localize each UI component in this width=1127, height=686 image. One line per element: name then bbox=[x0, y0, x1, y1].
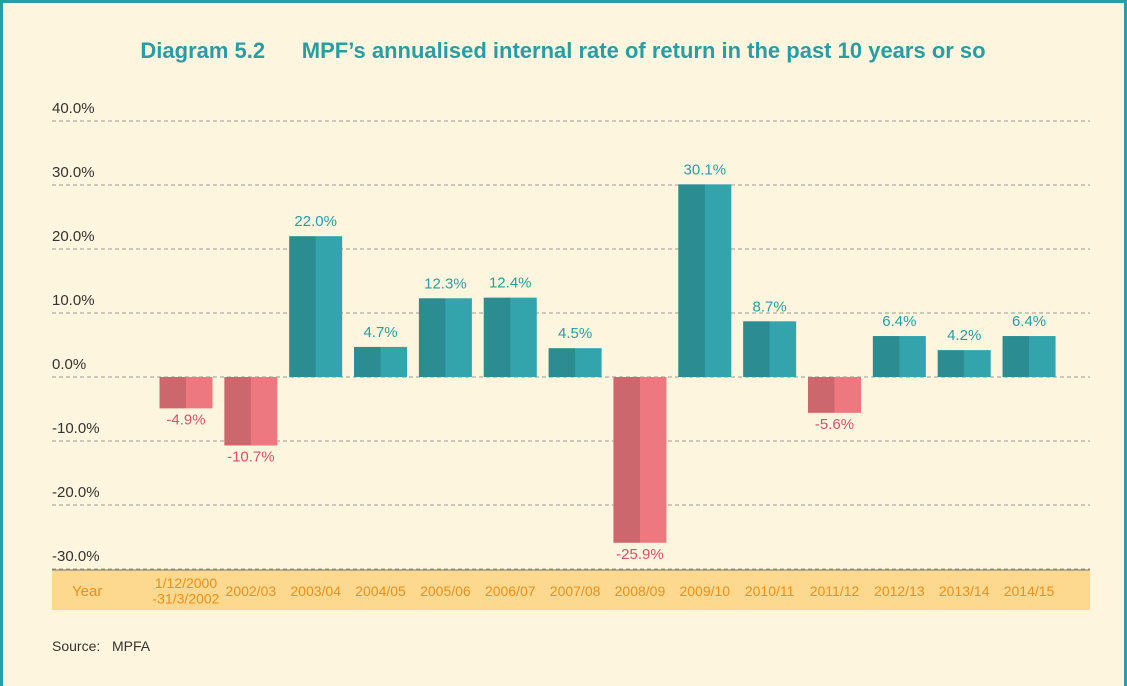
source-label: Source: bbox=[52, 638, 100, 654]
bar bbox=[1002, 336, 1056, 377]
bar bbox=[548, 348, 602, 377]
y-tick-label: 10.0% bbox=[52, 292, 95, 309]
value-label: 8.7% bbox=[753, 298, 787, 315]
bar bbox=[354, 346, 408, 377]
value-label: 12.4% bbox=[489, 275, 532, 292]
x-tick-label: 2006/07 bbox=[485, 583, 536, 599]
x-tick-label: 2005/06 bbox=[420, 583, 471, 599]
value-label: -4.9% bbox=[166, 411, 205, 428]
bar bbox=[872, 336, 926, 377]
x-tick-label: 1/12/2000 -31/3/2002 bbox=[153, 575, 220, 606]
value-label: 4.7% bbox=[363, 324, 397, 341]
bar bbox=[224, 377, 278, 446]
x-tick-label: 2007/08 bbox=[550, 583, 601, 599]
bar bbox=[808, 377, 861, 413]
value-label: 4.2% bbox=[947, 327, 981, 344]
x-tick-label: 2013/14 bbox=[939, 583, 990, 599]
x-tick-label: 2008/09 bbox=[615, 583, 666, 599]
x-tick-label: 2004/05 bbox=[355, 583, 406, 599]
bar bbox=[937, 350, 991, 377]
x-tick-label: 2002/03 bbox=[226, 583, 277, 599]
x-tick-label: 2010/11 bbox=[745, 583, 795, 599]
value-label: -10.7% bbox=[227, 448, 275, 465]
value-label: 6.4% bbox=[1012, 313, 1046, 330]
bar bbox=[743, 321, 797, 377]
y-tick-label: 30.0% bbox=[52, 164, 95, 181]
y-tick-label: 40.0% bbox=[52, 100, 95, 117]
value-label: 12.3% bbox=[424, 275, 467, 292]
x-tick-label: 2009/10 bbox=[679, 583, 730, 599]
bar bbox=[418, 298, 472, 377]
bar bbox=[159, 377, 213, 409]
value-label: 6.4% bbox=[882, 313, 916, 330]
y-tick-label: 0.0% bbox=[52, 356, 86, 373]
source: MPFA bbox=[112, 638, 151, 654]
value-label: 22.0% bbox=[294, 213, 337, 230]
y-tick-label: -10.0% bbox=[52, 420, 100, 437]
bar bbox=[613, 377, 667, 543]
y-tick-label: -20.0% bbox=[52, 484, 100, 501]
x-tick-label: 2014/15 bbox=[1004, 583, 1055, 599]
x-tick-label: 2003/04 bbox=[290, 583, 341, 599]
x-tick-label: 2011/12 bbox=[810, 583, 860, 599]
y-tick-label: -30.0% bbox=[52, 548, 100, 565]
value-label: 30.1% bbox=[684, 161, 727, 178]
x-axis-label: Year bbox=[72, 583, 102, 600]
bar bbox=[289, 236, 343, 377]
x-tick-label: 2012/13 bbox=[874, 583, 925, 599]
value-label: -5.6% bbox=[815, 416, 854, 433]
value-label: -25.9% bbox=[616, 546, 664, 563]
category-band bbox=[52, 570, 1090, 610]
chart-title: Diagram 5.2 MPF’s annualised internal ra… bbox=[140, 38, 985, 63]
value-label: 4.5% bbox=[558, 325, 592, 342]
bar bbox=[678, 184, 732, 377]
y-tick-label: 20.0% bbox=[52, 228, 95, 245]
bar bbox=[483, 297, 537, 377]
